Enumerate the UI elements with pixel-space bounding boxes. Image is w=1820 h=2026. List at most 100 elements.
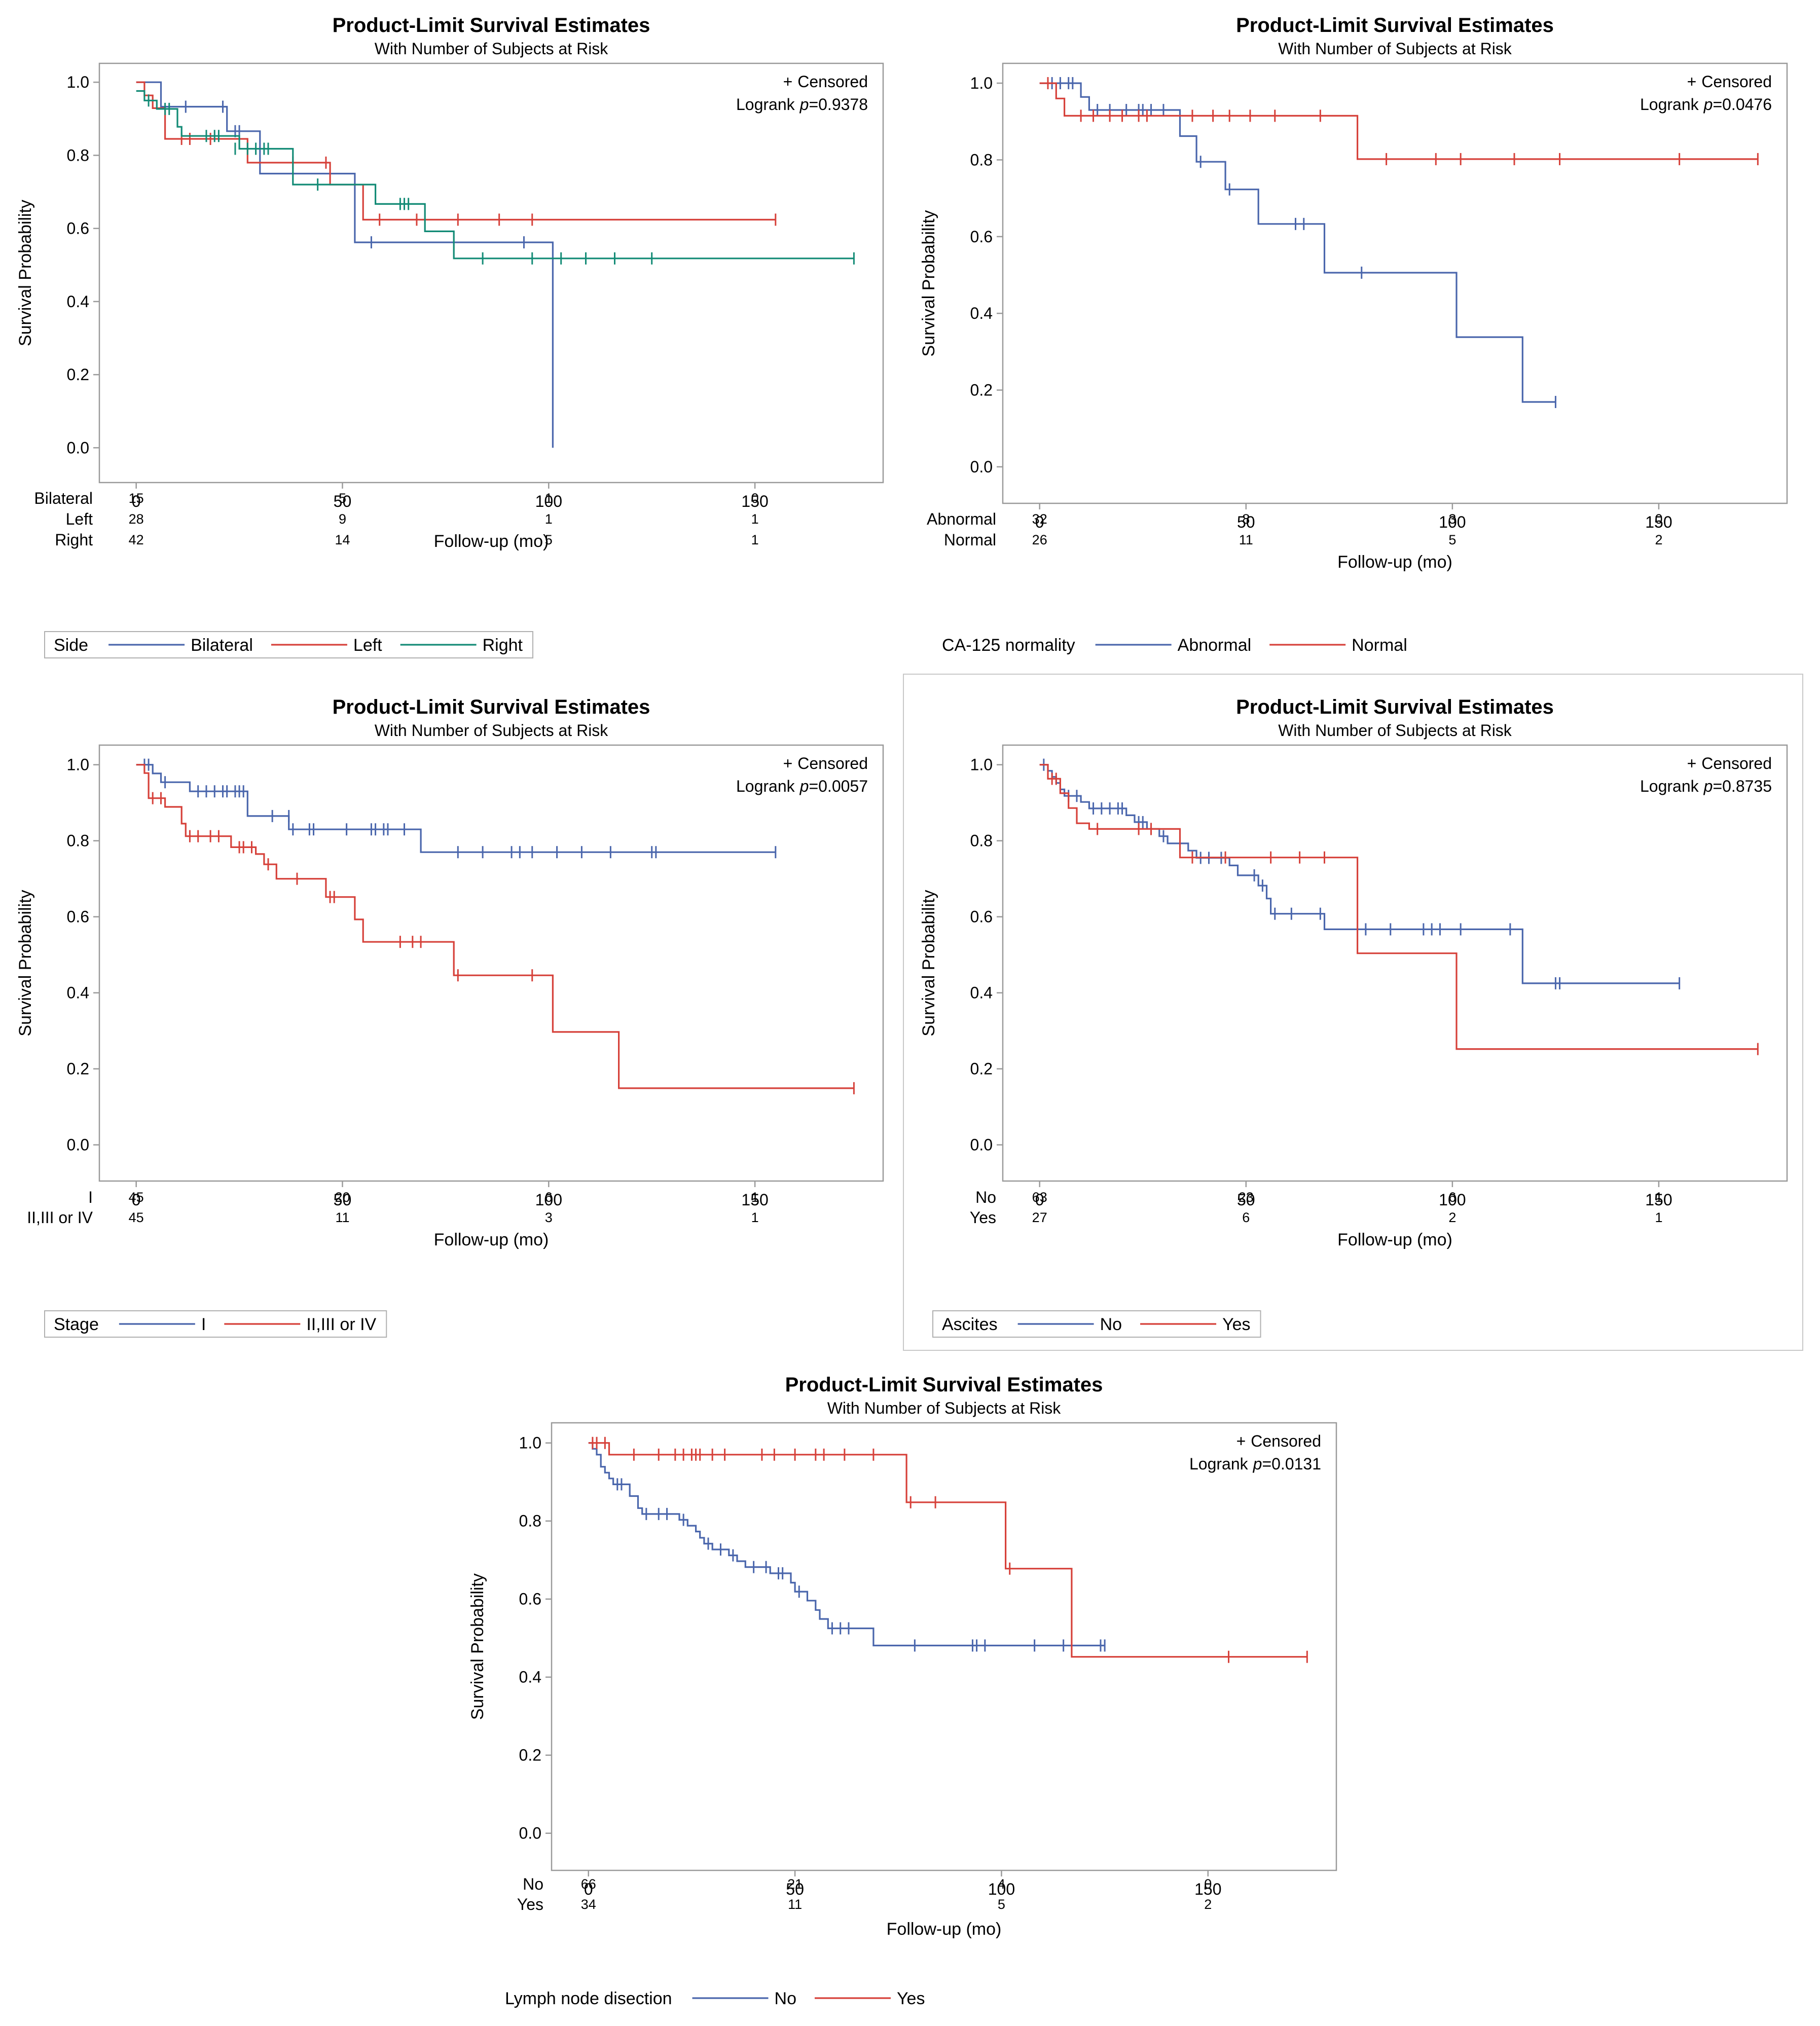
logrank-label: Logrank <box>1640 777 1699 795</box>
x-tick-label: 50 <box>1237 1191 1255 1209</box>
x-tick-label: 100 <box>1439 1191 1466 1209</box>
legend-title: Lymph node disection <box>505 1989 672 2008</box>
survival-curve <box>136 81 554 448</box>
y-tick-label: 1.0 <box>67 756 89 774</box>
km-chart-1: Product-Limit Survival Estimates With Num… <box>16 14 884 658</box>
legend: Ascites No Yes <box>932 1310 1261 1338</box>
at-risk-count: 6 <box>545 1190 553 1205</box>
at-risk-count: 11 <box>788 1897 802 1912</box>
panel-border <box>903 674 1803 1351</box>
chart-subtitle: With Number of Subjects at Risk <box>375 721 609 740</box>
y-axis-label: Survival Probability <box>468 1573 487 1720</box>
y-tick-label: 0.0 <box>67 1136 89 1154</box>
at-risk-count: 45 <box>129 1210 144 1225</box>
x-tick-label: 100 <box>1439 513 1466 531</box>
y-tick-label: 0.8 <box>67 146 89 164</box>
x-tick-label: 100 <box>535 1191 562 1209</box>
censored-note: + Censored <box>1687 754 1772 772</box>
censored-label: Censored <box>1701 754 1772 772</box>
at-risk-count: 26 <box>1032 532 1047 547</box>
y-axis-label: Survival Probability <box>16 890 35 1036</box>
at-risk-count: 1 <box>751 511 759 527</box>
legend-entry: No <box>1100 1315 1122 1334</box>
x-axis-label: Follow-up (mo) <box>434 1230 549 1249</box>
at-risk-count: 4 <box>998 1876 1005 1892</box>
logrank-note: Logrank p=0.0057 <box>736 777 868 795</box>
at-risk-count: 1 <box>751 1210 759 1225</box>
x-axis-label: Follow-up (mo) <box>887 1920 1002 1939</box>
x-axis-label: Follow-up (mo) <box>434 532 549 551</box>
legend-entry: II,III or IV <box>306 1315 376 1334</box>
survival-curve <box>1039 82 1758 160</box>
legend: CA-125 normality Abnormal Normal <box>942 636 1407 655</box>
risk-row-label: Yes <box>970 1208 996 1227</box>
censored-note: + Censored <box>1687 72 1772 91</box>
censored-label: Censored <box>1251 1432 1321 1450</box>
at-risk-count: 23 <box>1239 1190 1254 1205</box>
legend-box <box>932 1310 1261 1338</box>
series-yes <box>1039 764 1759 1055</box>
logrank-value: =0.8735 <box>1713 777 1772 795</box>
km-chart-3: Product-Limit Survival Estimates With Num… <box>16 696 884 1338</box>
legend-entry: No <box>775 1989 796 2008</box>
risk-row-label: Left <box>66 510 93 528</box>
y-tick-label: 0.0 <box>970 458 993 476</box>
risk-row-label: Yes <box>517 1895 543 1913</box>
at-risk-count: 15 <box>129 491 144 506</box>
at-risk-count: 5 <box>339 491 346 506</box>
at-risk-count: 66 <box>581 1876 596 1892</box>
x-tick-label: 50 <box>334 1191 352 1209</box>
legend-entry: Yes <box>1222 1315 1250 1334</box>
chart-subtitle: With Number of Subjects at Risk <box>827 1399 1062 1417</box>
y-tick-label: 0.6 <box>519 1590 541 1608</box>
risk-row-label: Right <box>55 531 93 549</box>
logrank-note: Logrank p=0.9378 <box>736 95 868 114</box>
at-risk-count: 45 <box>129 1190 144 1205</box>
x-tick-label: 150 <box>1645 513 1672 531</box>
y-tick-label: 0.0 <box>519 1824 541 1843</box>
logrank-value: =0.0476 <box>1713 95 1772 114</box>
censor-symbol: + <box>1687 72 1697 91</box>
y-tick-label: 1.0 <box>519 1434 541 1452</box>
at-risk-count: 1 <box>1655 1190 1662 1205</box>
censored-label: Censored <box>797 754 868 772</box>
survival-curve <box>588 1442 1105 1646</box>
legend-entry: Normal <box>1352 636 1407 655</box>
y-tick-label: 1.0 <box>970 74 993 92</box>
at-risk-count: 32 <box>1032 511 1047 527</box>
x-tick-label: 0 <box>1035 513 1044 531</box>
chart-title: Product-Limit Survival Estimates <box>1236 14 1554 36</box>
chart-title: Product-Limit Survival Estimates <box>785 1374 1103 1396</box>
y-tick-label: 0.2 <box>519 1746 541 1764</box>
plot-frame <box>98 62 884 484</box>
x-axis-label: Follow-up (mo) <box>1337 1230 1452 1249</box>
chart-subtitle: With Number of Subjects at Risk <box>375 40 609 58</box>
censored-note: + Censored <box>783 754 868 772</box>
at-risk-count: 6 <box>1448 1190 1456 1205</box>
risk-row-label: II,III or IV <box>27 1208 93 1227</box>
y-tick-label: 0.6 <box>67 219 89 238</box>
legend-entry: I <box>201 1315 206 1334</box>
legend-box <box>44 631 533 658</box>
at-risk-count: 27 <box>1032 1210 1047 1225</box>
at-risk-count: 2 <box>1655 532 1662 547</box>
at-risk-count: 5 <box>545 532 553 547</box>
legend-title: Side <box>54 636 88 655</box>
legend-entry: Left <box>353 636 382 655</box>
at-risk-count: 3 <box>1448 511 1456 527</box>
survival-curve <box>588 1442 1307 1658</box>
legend-entry: Bilateral <box>191 636 253 655</box>
km-chart-2: Product-Limit Survival Estimates With Num… <box>919 14 1788 655</box>
logrank-note: Logrank p=0.8735 <box>1640 777 1772 795</box>
at-risk-count: 14 <box>335 532 350 547</box>
legend-entry: Right <box>483 636 523 655</box>
y-tick-label: 0.4 <box>67 292 89 311</box>
logrank-label: Logrank <box>1189 1455 1249 1473</box>
chart-title: Product-Limit Survival Estimates <box>333 696 650 718</box>
y-tick-label: 0.2 <box>970 381 993 399</box>
at-risk-count: 1 <box>545 511 553 527</box>
risk-row-label: Abnormal <box>927 510 996 528</box>
at-risk-count: 1 <box>751 532 759 547</box>
survival-curve <box>136 90 854 260</box>
